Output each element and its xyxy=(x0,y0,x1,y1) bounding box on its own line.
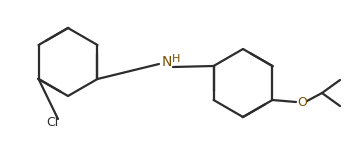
Text: H: H xyxy=(172,54,180,64)
Text: Cl: Cl xyxy=(46,116,58,128)
Text: O: O xyxy=(297,97,307,109)
Text: N: N xyxy=(162,55,172,69)
